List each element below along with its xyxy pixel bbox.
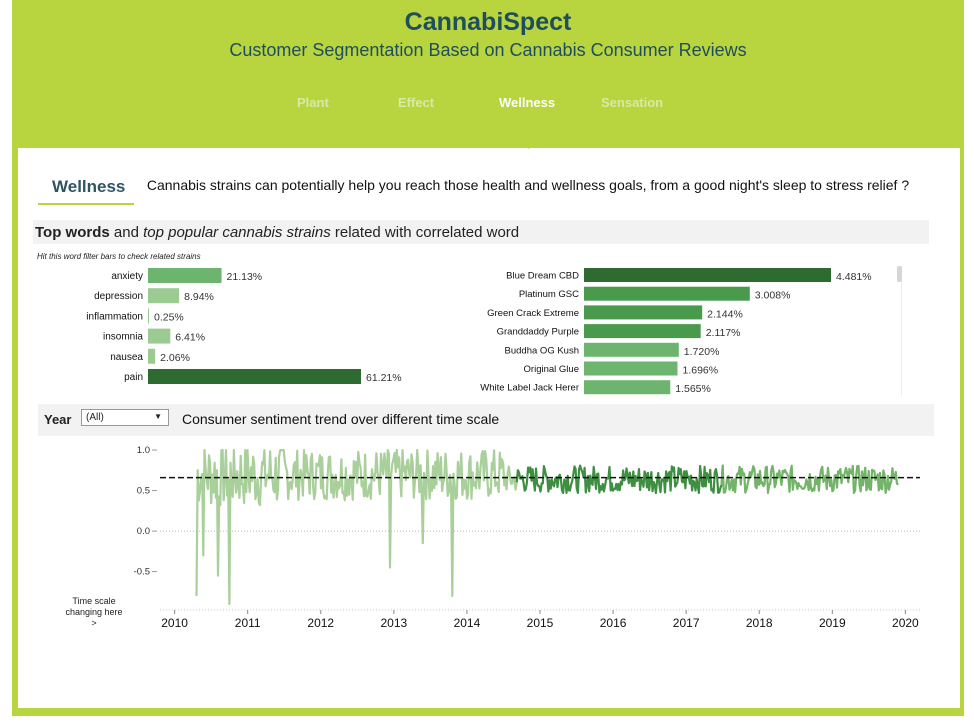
app-subtitle: Customer Segmentation Based on Cannabis … xyxy=(229,40,747,60)
word-label-insomnia[interactable]: insomnia xyxy=(103,332,143,343)
strain-value-label: 4.481% xyxy=(836,271,872,283)
section-underline xyxy=(38,203,134,205)
word-value-label: 0.25% xyxy=(154,311,184,323)
strain-bar-2[interactable] xyxy=(584,305,703,320)
strain-bar-6[interactable] xyxy=(584,380,671,395)
y-tick-label: 0.0 xyxy=(137,526,150,537)
strain-value-label: 2.144% xyxy=(707,308,743,320)
word-bar-insomnia[interactable] xyxy=(148,328,171,344)
strain-bar-0[interactable] xyxy=(584,268,831,282)
x-tick-label: 2012 xyxy=(307,616,334,630)
strain-bar-5[interactable] xyxy=(584,361,678,376)
x-tick-label: 2020 xyxy=(892,616,919,630)
word-value-label: 61.21% xyxy=(366,372,402,384)
strain-value-label: 2.117% xyxy=(706,327,741,339)
tab-sensation[interactable]: Sensation xyxy=(601,95,664,110)
word-value-label: 21.13% xyxy=(227,271,263,283)
word-value-label: 2.06% xyxy=(160,352,190,364)
year-dropdown[interactable]: (All) ▼ xyxy=(81,409,169,426)
sentiment-line-late xyxy=(720,464,899,494)
word-value-label: 6.41% xyxy=(175,332,205,344)
section-intro: Cannabis strains can potentially help yo… xyxy=(146,177,910,193)
sentiment-line-early xyxy=(195,449,519,606)
time-scale-line-2: changing here xyxy=(65,607,123,617)
filter-hint: Hit this word filter bars to check relat… xyxy=(37,252,201,261)
tab-effect[interactable]: Effect xyxy=(398,95,435,110)
strain-label: Original Glue xyxy=(524,364,579,375)
topwords-bold: Top words xyxy=(35,224,110,241)
chevron-down-icon: ▼ xyxy=(154,412,162,421)
strain-bar-chart: Blue Dream CBD 4.481% Platinum GSC 3.008% Gr… xyxy=(480,268,872,395)
x-tick-label: 2010 xyxy=(161,616,188,630)
strain-scrollbar[interactable] xyxy=(897,266,902,282)
time-scale-note: Time scale changing here > xyxy=(56,596,132,629)
strain-label: Granddaddy Purple xyxy=(497,327,579,338)
topwords-and: and xyxy=(109,224,144,241)
x-tick-label: 2016 xyxy=(600,616,627,630)
strain-label: White Label Jack Herer xyxy=(480,383,579,394)
word-label-anxiety[interactable]: anxiety xyxy=(111,271,143,282)
word-bar-chart: anxiety 21.13% depression 8.94% inflammation… xyxy=(86,268,402,384)
topwords-rest: related with correlated word xyxy=(330,224,520,241)
word-bar-pain[interactable] xyxy=(148,369,361,384)
strain-value-label: 1.565% xyxy=(675,383,711,395)
word-bar-nausea[interactable] xyxy=(148,348,156,364)
x-tick-label: 2017 xyxy=(673,616,700,630)
tab-wellness[interactable]: Wellness xyxy=(499,95,556,110)
section-label: Wellness xyxy=(52,177,126,196)
strain-label: Green Crack Extreme xyxy=(487,308,579,319)
strain-bar-1[interactable] xyxy=(584,286,750,301)
topwords-italic: top popular cannabis strains xyxy=(143,224,331,241)
tab-plant[interactable]: Plant xyxy=(297,95,329,110)
strain-bar-3[interactable] xyxy=(584,324,701,339)
word-label-pain[interactable]: pain xyxy=(124,372,143,383)
strain-value-label: 3.008% xyxy=(755,290,791,302)
time-scale-line-3: > xyxy=(91,618,97,628)
sentiment-line-chart: 1.0 0.5 0.0 -0.5 2010 2011 2012 2013 2014 2015 201… xyxy=(134,445,920,630)
strain-value-label: 1.720% xyxy=(684,346,720,358)
word-label-nausea[interactable]: nausea xyxy=(110,352,143,363)
x-tick-label: 2018 xyxy=(746,616,773,630)
strain-label: Platinum GSC xyxy=(519,289,579,300)
y-tick-label: 1.0 xyxy=(137,445,150,456)
y-tick-label: -0.5 xyxy=(134,567,150,578)
strain-label: Buddha OG Kush xyxy=(505,345,579,356)
strain-label: Blue Dream CBD xyxy=(506,271,579,282)
active-tab-indicator xyxy=(520,140,538,149)
year-filter-band xyxy=(38,404,934,436)
app-title: CannabiSpect xyxy=(404,8,572,36)
word-bar-depression[interactable] xyxy=(148,288,180,304)
year-dropdown-value: (All) xyxy=(86,412,104,423)
strain-scroll-track xyxy=(901,266,902,396)
x-tick-label: 2019 xyxy=(819,616,846,630)
y-tick-label: 0.5 xyxy=(137,486,150,497)
x-tick-label: 2015 xyxy=(527,616,554,630)
trend-title: Consumer sentiment trend over different … xyxy=(182,411,500,427)
x-tick-label: 2014 xyxy=(454,616,481,630)
strain-bar-4[interactable] xyxy=(584,342,679,357)
year-label: Year xyxy=(44,412,72,427)
word-value-label: 8.94% xyxy=(184,291,214,303)
strain-value-label: 1.696% xyxy=(682,365,718,377)
word-label-inflammation[interactable]: inflammation xyxy=(86,311,143,322)
topwords-heading: Top words and top popular cannabis strai… xyxy=(35,224,519,241)
time-scale-line-1: Time scale xyxy=(72,596,116,606)
word-bar-anxiety[interactable] xyxy=(148,268,222,283)
x-tick-label: 2013 xyxy=(380,616,407,630)
sentiment-line-middle xyxy=(515,464,724,495)
word-label-depression[interactable]: depression xyxy=(94,291,143,302)
x-tick-label: 2011 xyxy=(235,616,261,630)
topwords-header-band xyxy=(33,220,929,244)
word-bar-inflammation[interactable] xyxy=(148,308,149,324)
